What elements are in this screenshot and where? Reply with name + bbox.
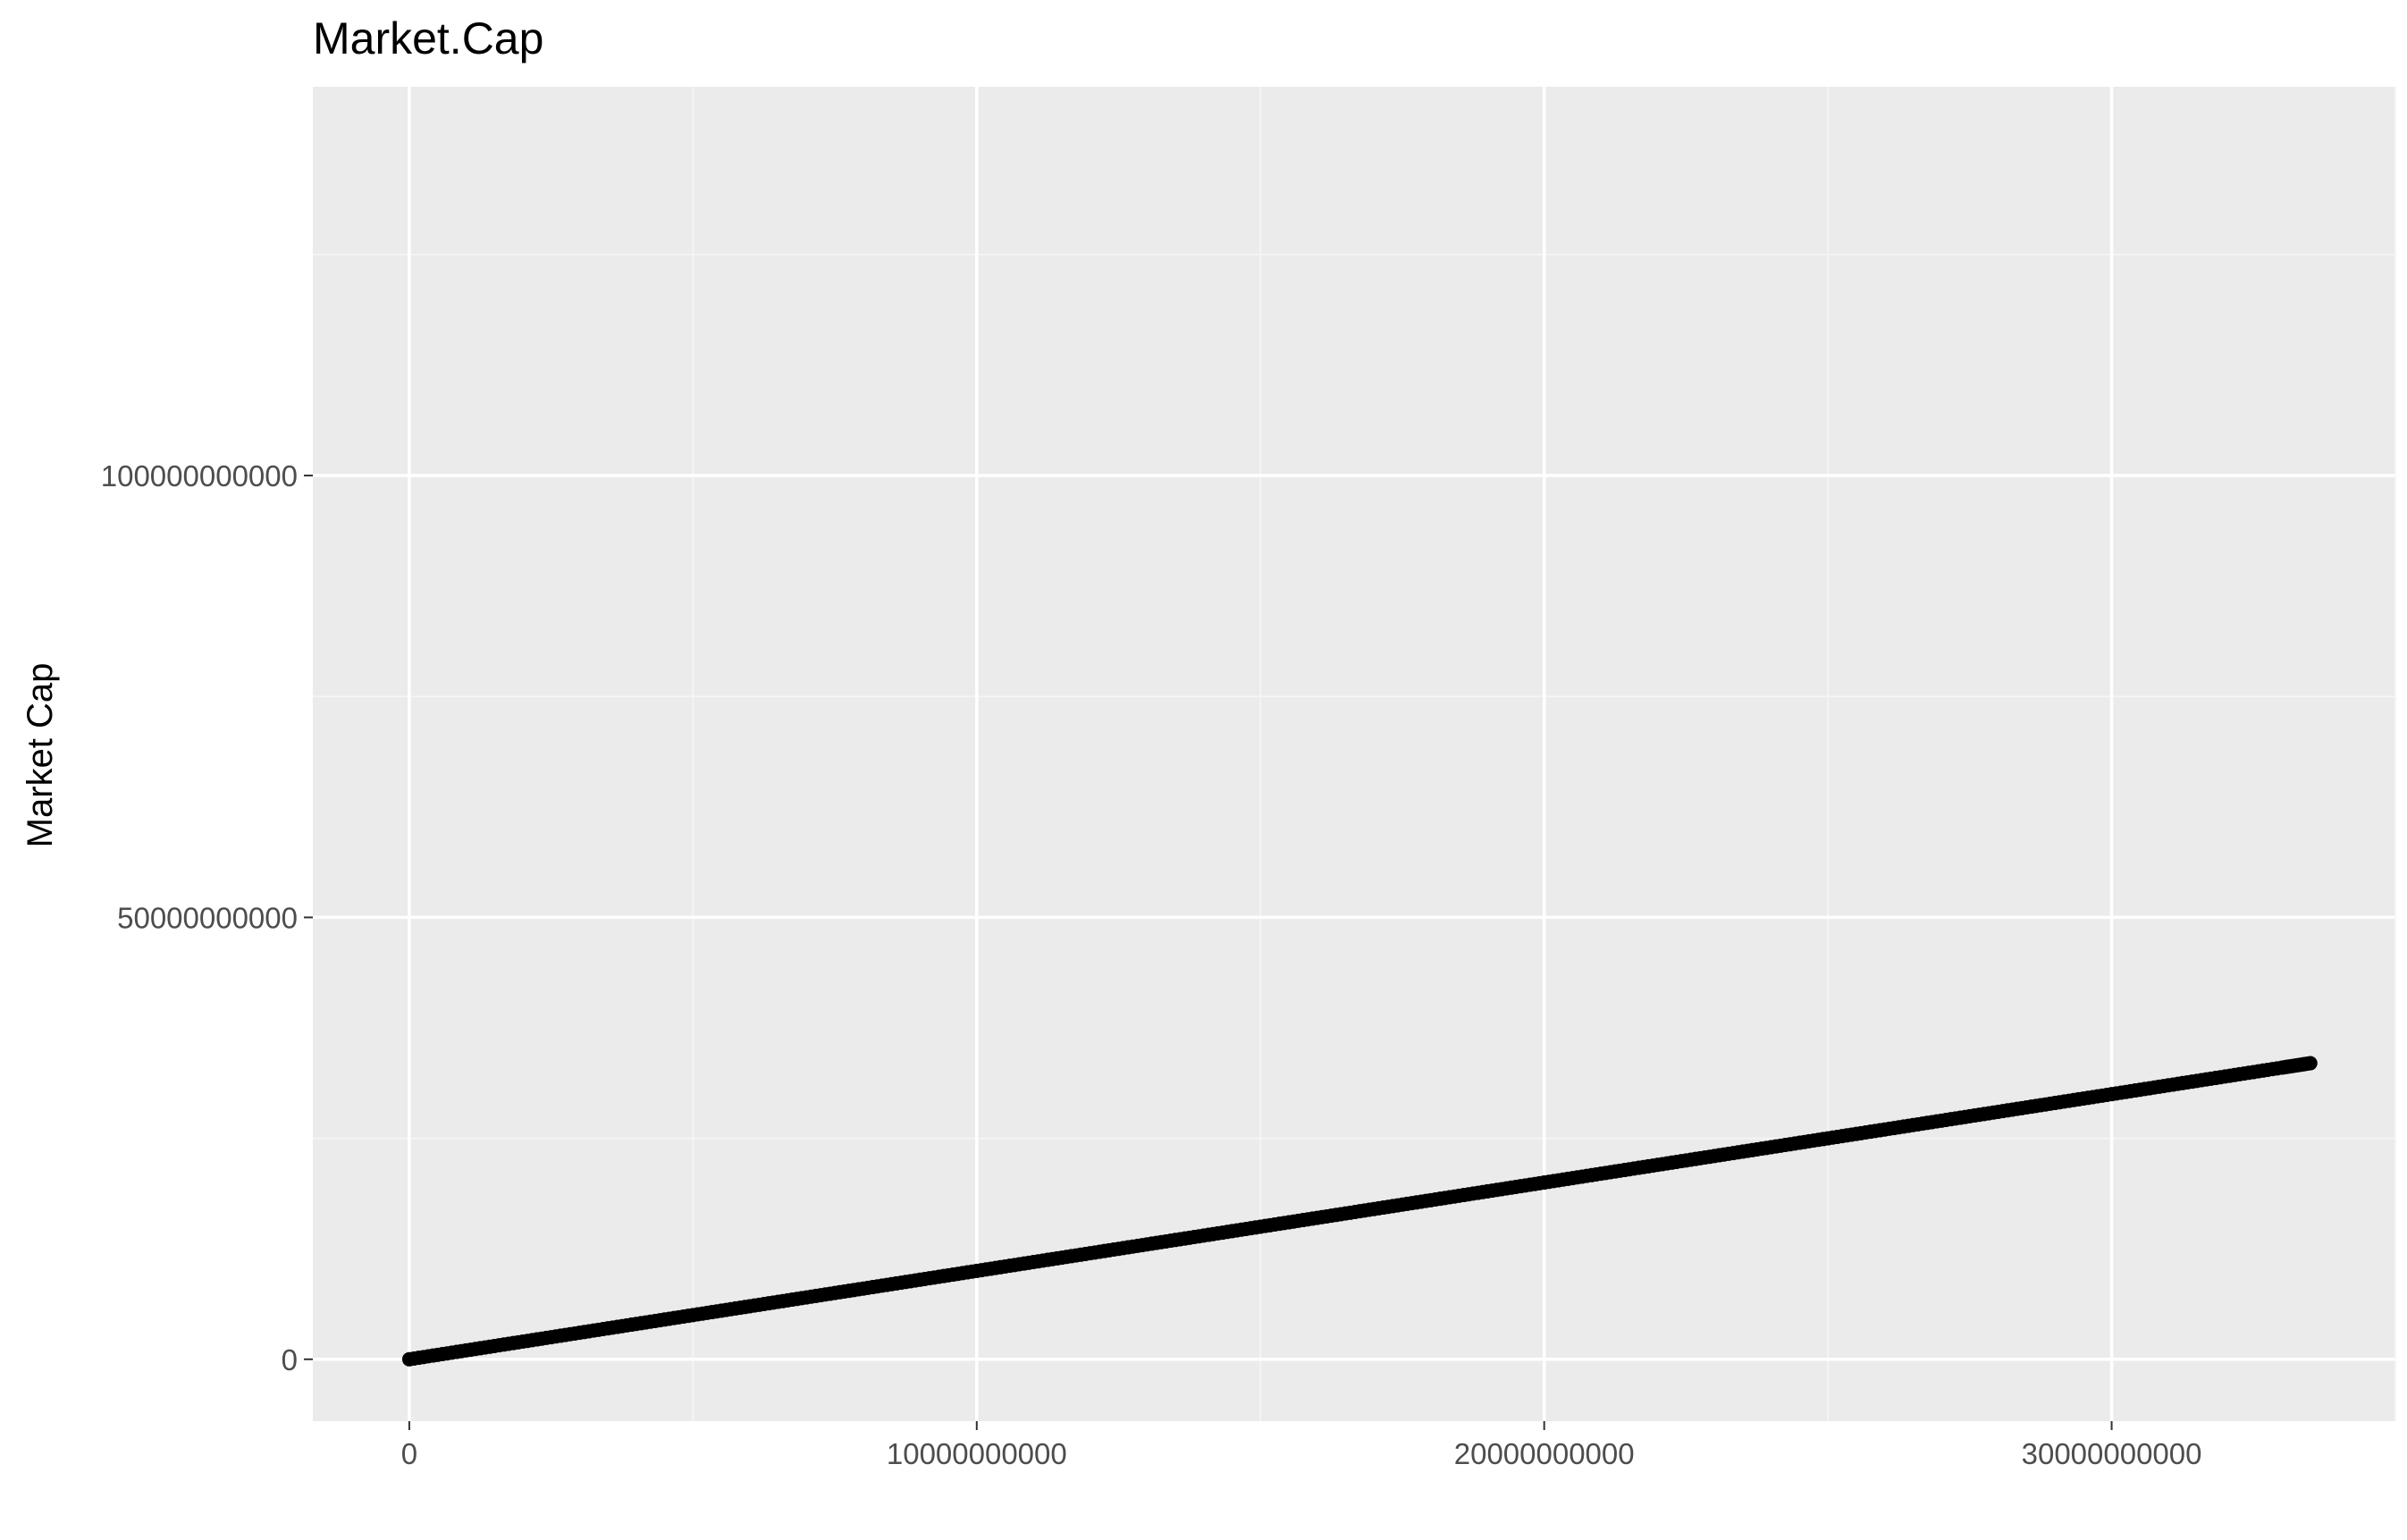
x-tick-label: 10000000000: [887, 1437, 1067, 1470]
x-axis: 0 10000000000 20000000000 30000000000: [401, 1421, 2202, 1470]
y-tick-label: 100000000000: [101, 459, 298, 492]
y-axis: 0 50000000000 100000000000: [101, 459, 313, 1376]
chart-title: Market.Cap: [313, 13, 543, 63]
data-points: [401, 1056, 2318, 1367]
x-tick-label: 0: [401, 1437, 417, 1470]
y-tick-label: 50000000000: [117, 901, 298, 934]
x-tick-label: 20000000000: [1454, 1437, 1635, 1470]
plot-panel: [313, 87, 2395, 1421]
panel-background: [313, 87, 2395, 1421]
x-tick-label: 30000000000: [2022, 1437, 2202, 1470]
y-axis-title: Market Cap: [21, 663, 60, 848]
y-tick-label: 0: [282, 1343, 298, 1376]
grid-lines: [313, 87, 2396, 1421]
data-point: [2302, 1056, 2318, 1071]
